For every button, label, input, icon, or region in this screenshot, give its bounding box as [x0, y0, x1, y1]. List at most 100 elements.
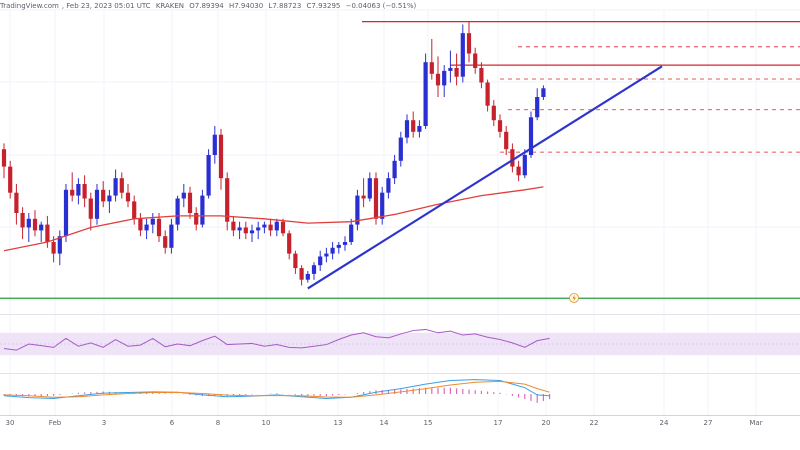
candle [249, 224, 255, 242]
candle [26, 213, 31, 242]
chart-date: Feb 23, 2023 05:01 UTC [66, 2, 151, 10]
candle [305, 271, 310, 283]
time-axis-label: 17 [494, 419, 503, 427]
candle-body [280, 221, 286, 234]
time-axis-label: 14 [380, 419, 389, 427]
candlesticks [1, 21, 546, 286]
candle [39, 221, 44, 242]
candle [262, 221, 267, 234]
candle [243, 221, 248, 240]
time-axis-label: Mar [749, 419, 762, 427]
candle [94, 184, 100, 225]
candle [70, 172, 75, 202]
candle [491, 99, 496, 126]
candle-body [212, 134, 217, 155]
candle [342, 236, 348, 251]
candle-body [504, 131, 509, 150]
candle [324, 247, 329, 263]
lightning-icon [569, 293, 579, 303]
candle-body [94, 189, 100, 219]
candle-body [200, 195, 205, 225]
candle [392, 155, 397, 184]
candle [349, 218, 354, 245]
candle [318, 250, 323, 271]
candle [200, 189, 205, 228]
candle [522, 149, 527, 179]
candle-body [163, 236, 168, 248]
time-axis-label: 15 [424, 419, 433, 427]
candle-body [274, 221, 279, 231]
candle-body [243, 227, 248, 234]
candle [8, 160, 13, 199]
candle [373, 172, 379, 225]
candle [212, 126, 217, 164]
candle [256, 221, 261, 240]
time-axis-label: 22 [590, 419, 599, 427]
time-axis-label: 13 [334, 419, 343, 427]
candle-body [119, 178, 124, 193]
candle [45, 215, 50, 248]
candle-body [423, 62, 428, 126]
candle-body [45, 224, 50, 242]
candle [119, 172, 124, 199]
candle-body [516, 166, 521, 176]
ohlc-close: C7.93295 [306, 2, 341, 10]
candle-body [349, 224, 354, 242]
candle [293, 250, 298, 274]
candle-body [305, 273, 310, 280]
candle-body [138, 218, 143, 231]
ohlc-change: −0.04063 (−0.51%) [345, 2, 417, 10]
candle [429, 39, 434, 80]
candle [14, 184, 19, 225]
candle-body [330, 247, 335, 254]
candle-body [460, 33, 465, 77]
candle-body [287, 233, 292, 254]
candle [404, 114, 410, 144]
candle-body [535, 97, 540, 118]
candle-body [522, 155, 527, 176]
candle-body [293, 253, 298, 269]
candle-body [473, 53, 478, 68]
candle-body [150, 218, 155, 225]
candle-body [367, 178, 372, 199]
candle-body [398, 137, 403, 161]
candle [280, 218, 286, 237]
candle-body [88, 198, 93, 219]
candle-body [63, 189, 69, 237]
candle [497, 114, 503, 138]
candle-body [57, 236, 62, 254]
candle-body [101, 189, 106, 202]
candle [163, 230, 168, 254]
candle [1, 143, 7, 179]
candle [466, 21, 472, 63]
time-axis-label: 6 [170, 419, 175, 427]
exchange-label: KRAKEN [155, 2, 185, 10]
candle-body [107, 195, 112, 202]
candle [138, 213, 143, 237]
ohlc-open: O7.89394 [189, 2, 224, 10]
candle [32, 210, 38, 237]
candle-body [336, 244, 341, 248]
candle [454, 53, 459, 86]
candle-body [39, 224, 44, 231]
candle-body [237, 227, 242, 231]
candle [88, 192, 93, 231]
candle [504, 126, 509, 155]
candle [311, 262, 317, 280]
candle-body [435, 73, 441, 86]
candle [423, 53, 428, 129]
candle [355, 189, 360, 231]
candle [76, 178, 81, 205]
candle-body [404, 120, 410, 138]
candle-body [51, 242, 56, 254]
candle [225, 172, 230, 231]
time-axis-label: 30 [6, 419, 15, 427]
horizontal-levels [0, 20, 800, 299]
candle-body [206, 155, 211, 196]
candle-body [14, 192, 19, 213]
candle-body [342, 242, 348, 245]
candle [435, 56, 441, 97]
candle-body [442, 70, 447, 86]
candle-body [194, 213, 199, 225]
